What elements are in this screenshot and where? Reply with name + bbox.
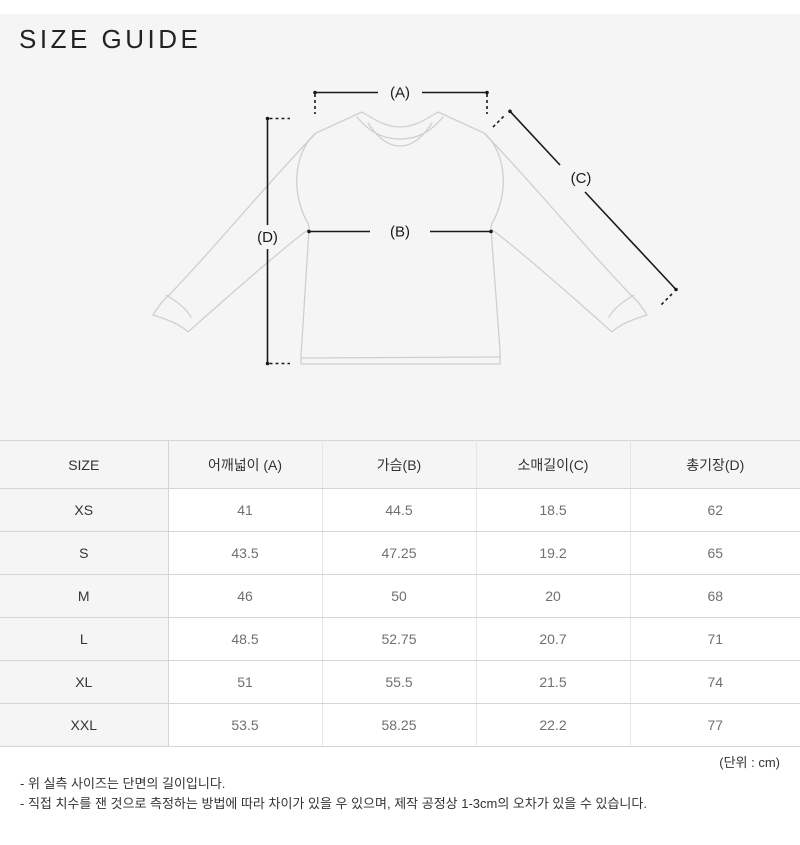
- svg-text:(D): (D): [257, 229, 278, 246]
- svg-text:(C): (C): [571, 170, 592, 187]
- svg-text:(A): (A): [390, 85, 410, 102]
- svg-text:(B): (B): [390, 224, 410, 241]
